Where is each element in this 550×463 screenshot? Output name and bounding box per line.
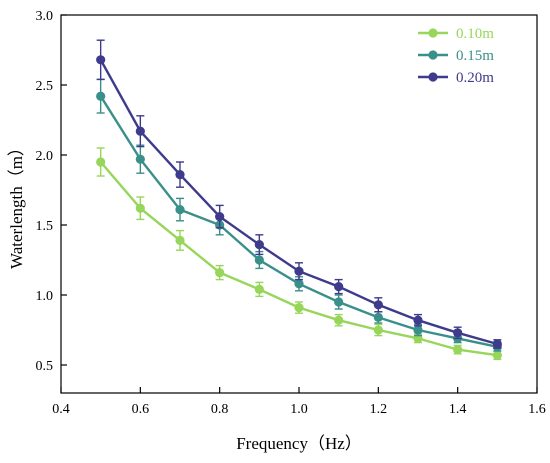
data-point-0-7 [373,325,383,335]
data-point-0-3 [215,268,225,278]
data-point-1-4 [254,255,264,265]
series-layer [96,39,502,361]
x-tick-label-1: 0.6 [132,402,150,417]
data-point-0-10 [492,350,502,360]
data-point-2-9 [453,328,463,338]
data-point-2-0 [96,55,106,65]
data-point-1-8 [413,325,423,335]
x-tick-label-2: 0.8 [211,402,229,417]
data-point-1-2 [175,205,185,215]
data-point-0-0 [96,157,106,167]
y-tick-label-0: 0.5 [36,359,54,374]
data-point-0-5 [294,303,304,313]
y-tick-label-1: 1.0 [36,289,54,304]
axes: 0.4 0.6 0.8 1.0 1.2 1.4 1.6 0.5 1.0 1.5 2.0 2.5 3.0 [36,9,546,417]
series-0 [96,147,502,361]
data-point-0-6 [334,315,344,325]
legend: 0.10m 0.15m 0.20m [418,26,494,86]
data-point-2-2 [175,170,185,180]
y-tick-label-5: 3.0 [36,9,54,24]
data-point-0-9 [453,345,463,355]
data-point-2-8 [413,315,423,325]
legend-label-2: 0.20m [456,70,494,86]
x-tick-label-6: 1.6 [528,402,546,417]
data-point-0-2 [175,235,185,245]
y-axis-title: Waterlength（m） [7,139,26,269]
legend-label-1: 0.15m [456,48,494,64]
data-point-2-5 [294,266,304,276]
y-tick-label-2: 1.5 [36,219,54,234]
data-point-0-4 [254,284,264,294]
data-point-2-10 [492,339,502,349]
data-point-1-7 [373,312,383,322]
legend-marker-2 [428,72,438,82]
x-axis-title: Frequency（Hz） [236,434,362,453]
data-point-1-6 [334,297,344,307]
legend-marker-1 [428,50,438,60]
x-tick-label-5: 1.4 [449,402,467,417]
data-point-1-0 [96,91,106,101]
data-point-0-1 [135,203,145,213]
data-point-1-5 [294,279,304,289]
x-tick-label-4: 1.2 [370,402,388,417]
y-tick-label-3: 2.0 [36,149,54,164]
data-point-2-7 [373,300,383,310]
data-point-2-1 [135,126,145,136]
legend-label-0: 0.10m [456,26,494,42]
data-point-2-4 [254,240,264,250]
x-tick-label-0: 0.4 [52,402,70,417]
y-tick-label-4: 2.5 [36,79,54,94]
data-point-2-6 [334,282,344,292]
legend-marker-0 [428,28,438,38]
series-2 [96,39,502,349]
data-point-2-3 [215,212,225,222]
x-tick-label-3: 1.0 [290,402,308,417]
data-point-1-1 [135,154,145,164]
